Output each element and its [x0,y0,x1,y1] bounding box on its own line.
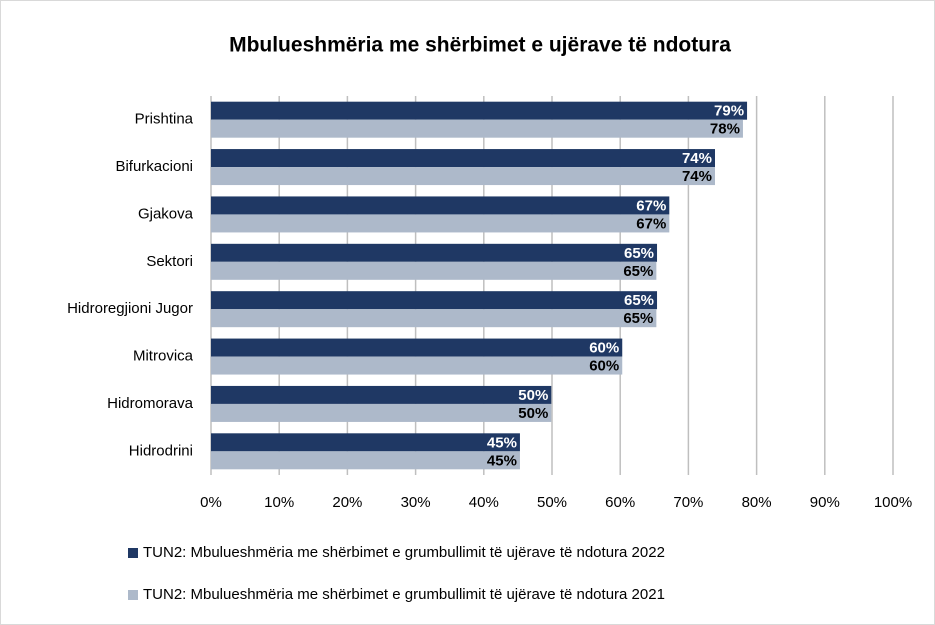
y-tick-label: Mitrovica [133,348,194,365]
data-label: 74% [682,150,712,167]
y-tick-label: Prishtina [135,111,194,128]
x-tick-label: 50% [537,494,567,511]
y-tick-label: Gjakova [138,205,194,222]
data-label: 50% [518,405,548,422]
x-tick-label: 90% [810,494,840,511]
data-label: 67% [636,197,666,214]
x-tick-label: 60% [605,494,635,511]
x-tick-label: 20% [332,494,362,511]
data-label: 78% [710,121,740,138]
x-tick-label: 70% [673,494,703,511]
legend-swatch [128,548,138,558]
y-tick-label: Sektori [146,253,193,270]
y-tick-label: Hidroregjioni Jugor [67,300,193,317]
x-tick-label: 40% [469,494,499,511]
bar [211,119,743,138]
bar [211,291,658,310]
bar [211,243,658,262]
bar [211,403,552,422]
bar [211,338,623,357]
bar [211,261,657,280]
y-tick-label: Bifurkacioni [115,158,193,175]
x-tick-label: 0% [200,494,222,511]
bar [211,196,670,215]
data-label: 67% [636,215,666,232]
bar [211,149,715,168]
legend-label: TUN2: Mbulueshmëria me shërbimet e grumb… [143,544,665,561]
bar [211,356,623,375]
data-label: 60% [589,340,619,357]
chart-title: Mbulueshmëria me shërbimet e ujërave të … [229,34,731,57]
x-tick-label: 30% [401,494,431,511]
data-label: 50% [518,387,548,404]
x-tick-label: 80% [742,494,772,511]
data-label: 65% [623,310,653,327]
data-label: 60% [589,358,619,375]
legend-label: TUN2: Mbulueshmëria me shërbimet e grumb… [143,586,665,603]
bar [211,433,520,452]
data-label: 65% [624,245,654,262]
data-label: 65% [624,292,654,309]
data-label: 45% [487,434,517,451]
y-tick-label: Hidromorava [107,395,194,412]
data-label: 65% [623,263,653,280]
bar [211,214,670,233]
x-tick-label: 100% [874,494,912,511]
data-label: 45% [487,452,517,469]
bar [211,385,552,404]
bar [211,451,520,470]
y-tick-label: Hidrodrini [129,442,193,459]
bar [211,309,657,328]
bar [211,101,748,120]
legend-swatch [128,590,138,600]
data-label: 79% [714,103,744,120]
data-label: 74% [682,168,712,185]
bar [211,167,715,186]
x-tick-label: 10% [264,494,294,511]
